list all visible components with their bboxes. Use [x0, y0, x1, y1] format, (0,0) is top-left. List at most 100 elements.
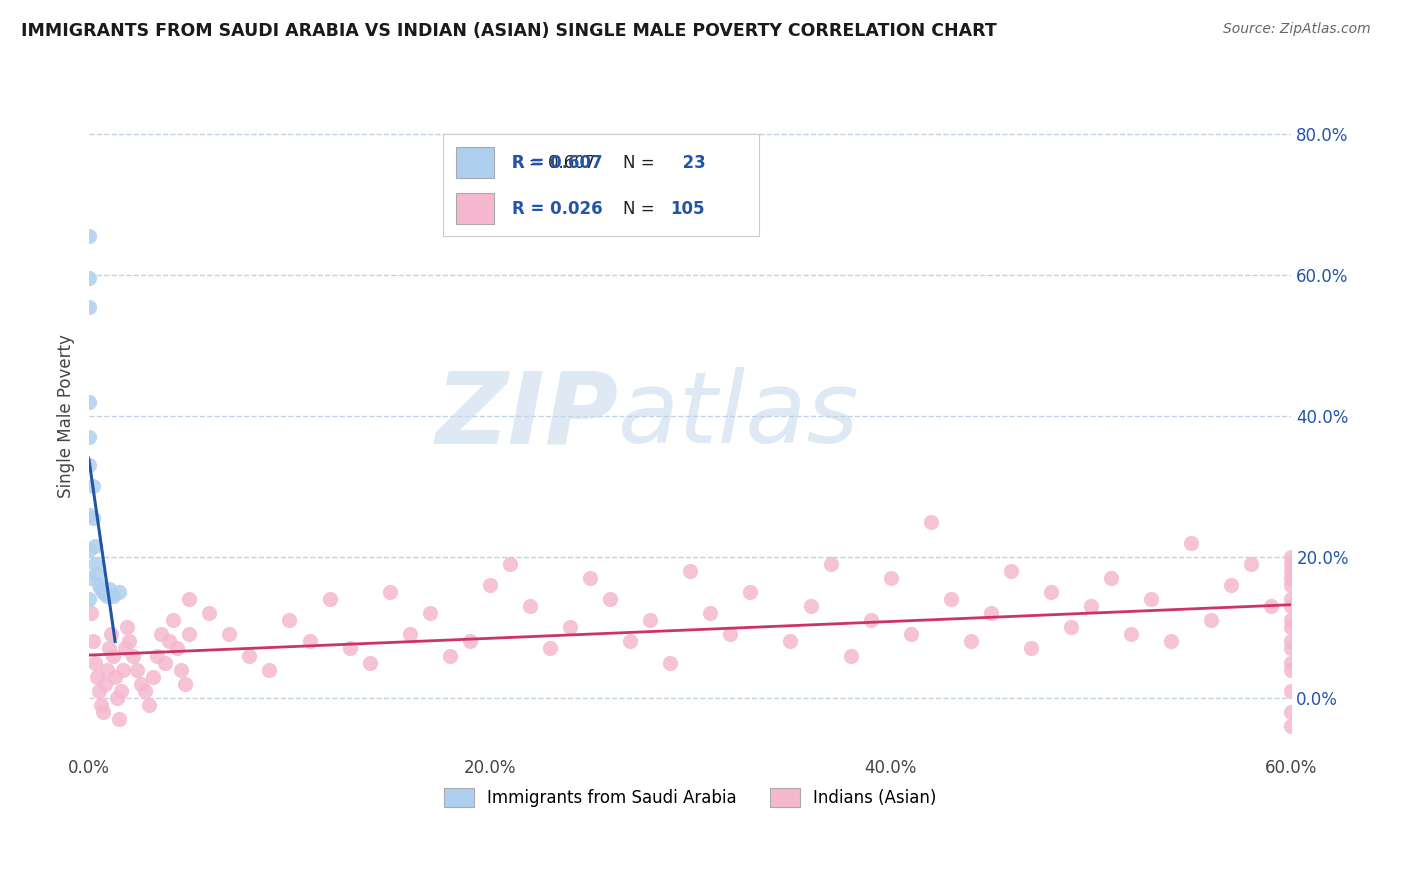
Point: [558, 620, 581, 634]
Point: [638, 613, 661, 627]
Point: [142, 670, 165, 684]
Point: [1039, 585, 1062, 599]
Point: [959, 634, 981, 648]
Point: [77, 300, 100, 314]
Point: [87, 578, 110, 592]
Point: [879, 571, 901, 585]
Point: [77, 508, 100, 522]
Text: atlas: atlas: [619, 368, 859, 465]
Point: [1240, 557, 1263, 571]
Point: [318, 592, 340, 607]
Point: [100, 627, 122, 641]
Point: [94, 676, 117, 690]
Point: [1121, 627, 1143, 641]
Point: [619, 634, 641, 648]
Point: [84, 539, 107, 553]
Point: [398, 627, 420, 641]
Point: [1099, 571, 1122, 585]
Point: [101, 589, 124, 603]
Point: [150, 627, 173, 641]
Point: [82, 634, 104, 648]
Point: [108, 585, 131, 599]
Point: [1000, 564, 1022, 578]
Point: [104, 670, 127, 684]
Text: 23: 23: [671, 153, 706, 171]
Point: [138, 698, 160, 712]
Point: [86, 670, 108, 684]
Point: [1281, 705, 1303, 719]
Point: [166, 641, 188, 656]
Point: [90, 582, 112, 596]
Point: [1281, 564, 1303, 578]
Point: [378, 585, 401, 599]
Point: [82, 511, 104, 525]
Point: [1281, 549, 1303, 564]
Point: [659, 656, 682, 670]
Point: [96, 589, 118, 603]
Point: [127, 663, 149, 677]
Point: [94, 586, 117, 600]
Point: [679, 564, 702, 578]
Point: [1281, 578, 1303, 592]
Bar: [456, 147, 494, 178]
Point: [939, 592, 962, 607]
Point: [112, 663, 135, 677]
Point: [718, 627, 741, 641]
Point: [1260, 599, 1282, 614]
Point: [359, 656, 381, 670]
Point: [339, 641, 361, 656]
Point: [77, 542, 100, 557]
Point: [1281, 641, 1303, 656]
Point: [1281, 620, 1303, 634]
Point: [1281, 663, 1303, 677]
Point: [134, 683, 156, 698]
Point: [1281, 571, 1303, 585]
Text: R = 0.607: R = 0.607: [512, 153, 603, 171]
Point: [278, 613, 301, 627]
Point: [820, 557, 842, 571]
Point: [499, 557, 522, 571]
Point: [84, 557, 107, 571]
Point: [80, 606, 103, 620]
Point: [174, 676, 197, 690]
Point: [298, 634, 321, 648]
Point: [1281, 719, 1303, 733]
Point: [1201, 613, 1223, 627]
Point: [779, 634, 801, 648]
Point: [82, 479, 104, 493]
Point: [129, 676, 152, 690]
Text: R = 0.026: R = 0.026: [512, 200, 603, 218]
Point: [699, 606, 721, 620]
Point: [538, 641, 561, 656]
Text: ZIP: ZIP: [434, 368, 619, 465]
Point: [799, 599, 821, 614]
Point: [1220, 578, 1243, 592]
Point: [114, 641, 136, 656]
Point: [105, 690, 128, 705]
Point: [91, 585, 114, 599]
Point: [1281, 592, 1303, 607]
Point: [98, 641, 121, 656]
Point: [77, 571, 100, 585]
Point: [859, 613, 882, 627]
Point: [91, 705, 114, 719]
Text: Source: ZipAtlas.com: Source: ZipAtlas.com: [1223, 22, 1371, 37]
Point: [170, 663, 193, 677]
Point: [218, 627, 240, 641]
Point: [1281, 683, 1303, 698]
Point: [1019, 641, 1042, 656]
Point: [439, 648, 461, 663]
Point: [740, 585, 762, 599]
Point: [179, 592, 201, 607]
Point: [87, 683, 110, 698]
Point: [1281, 613, 1303, 627]
Point: [96, 663, 118, 677]
Bar: [456, 194, 494, 224]
Text: 105: 105: [671, 200, 706, 218]
Point: [77, 394, 100, 409]
Point: [1281, 656, 1303, 670]
Point: [599, 592, 621, 607]
Y-axis label: Single Male Poverty: Single Male Poverty: [58, 334, 75, 498]
Point: [98, 582, 121, 596]
Point: [419, 606, 441, 620]
